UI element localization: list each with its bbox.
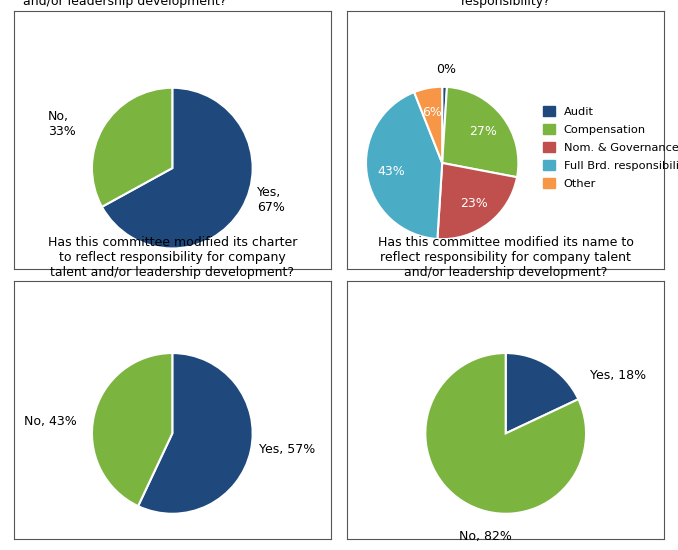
Title: If yes, which committee (if any) manages this
responsibility?: If yes, which committee (if any) manages…	[362, 0, 650, 8]
Legend: Audit, Compensation, Nom. & Governance, Full Brd. responsibility, Other: Audit, Compensation, Nom. & Governance, …	[543, 106, 678, 189]
Text: Does your board have any formal
responsibility for company talent
and/or leaders: Does your board have any formal responsi…	[23, 0, 233, 8]
Title: Has this committee modified its name to
reflect responsibility for company talen: Has this committee modified its name to …	[378, 236, 634, 279]
Title: Has this committee modified its charter
to reflect responsibility for company
ta: Has this committee modified its charter …	[47, 236, 297, 279]
